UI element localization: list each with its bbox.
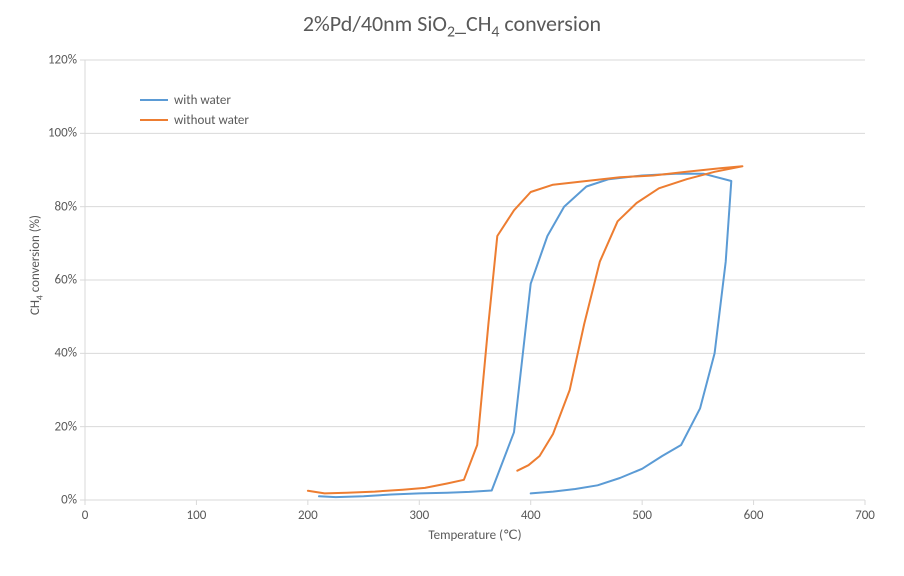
- x-tick-label: 400: [521, 508, 541, 523]
- legend-item: with water: [140, 90, 249, 110]
- legend-swatch: [140, 99, 168, 101]
- legend-item: without water: [140, 110, 249, 130]
- y-tick-label: 0%: [61, 493, 77, 508]
- x-tick-label: 200: [298, 508, 318, 523]
- x-tick-label: 500: [632, 508, 652, 523]
- x-axis-label: Temperature (℃): [415, 528, 535, 543]
- y-tick-label: 120%: [48, 53, 77, 68]
- legend-label: with water: [174, 93, 231, 108]
- y-axis-label: CH4 conversion (%): [28, 195, 46, 335]
- x-tick-label: 700: [855, 508, 875, 523]
- y-tick-label: 40%: [55, 346, 77, 361]
- x-tick-label: 300: [409, 508, 429, 523]
- legend-label: without water: [174, 113, 249, 128]
- y-tick-label: 100%: [48, 126, 77, 141]
- chart-plot: [0, 0, 904, 576]
- x-tick-label: 600: [744, 508, 764, 523]
- y-tick-label: 80%: [55, 199, 77, 214]
- chart-container: 2%Pd/40nm SiO2_CH4 conversion Temperatur…: [0, 0, 904, 576]
- x-tick-label: 100: [187, 508, 207, 523]
- legend: with water without water: [140, 90, 249, 130]
- legend-swatch: [140, 119, 168, 121]
- x-tick-label: 0: [82, 508, 89, 523]
- y-tick-label: 60%: [55, 273, 77, 288]
- y-tick-label: 20%: [55, 419, 77, 434]
